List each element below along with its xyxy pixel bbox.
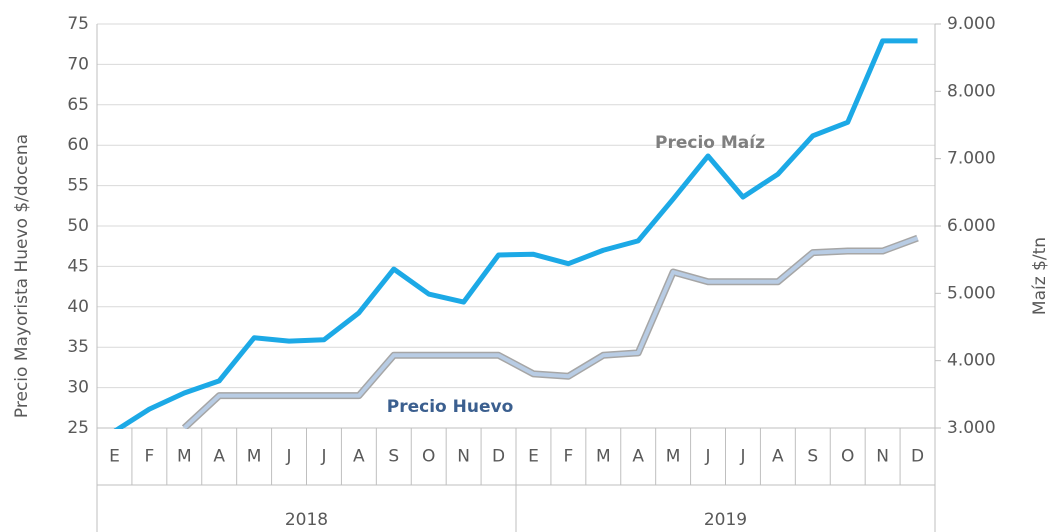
plot-area: [113, 38, 919, 429]
series-line: [182, 236, 919, 429]
y2-tick-label: 3.000: [947, 418, 996, 438]
group-label: 2019: [704, 510, 747, 530]
x-tick-label: A: [632, 447, 644, 467]
x-tick-label: F: [563, 447, 573, 467]
y-tick-label: 40: [67, 297, 89, 317]
x-tick-label: A: [353, 447, 365, 467]
x-tick-label: M: [247, 447, 262, 467]
x-tick-label: A: [213, 447, 225, 467]
x-tick-label: M: [596, 447, 611, 467]
y-tick-label: 70: [67, 54, 89, 74]
x-tick-label: N: [876, 447, 889, 467]
x-tick-label: S: [388, 447, 399, 467]
x-tick-label: D: [911, 447, 924, 467]
y-tick-label: 45: [67, 256, 89, 276]
annotation: Precio Maíz: [655, 133, 765, 153]
y2-axis-title: Maíz $/tn: [1030, 237, 1050, 315]
x-tick-label: A: [772, 447, 784, 467]
x-tick-label: M: [666, 447, 681, 467]
group-label: 2018: [285, 510, 328, 530]
y-tick-label: 35: [67, 337, 89, 357]
x-tick-label: S: [807, 447, 818, 467]
x-tick-label: F: [144, 447, 154, 467]
x-tick-label: E: [528, 447, 539, 467]
series-line: [113, 38, 918, 429]
y-tick-label: 60: [67, 135, 89, 155]
y-tick-label: 55: [67, 176, 89, 196]
y-tick-label: 75: [67, 14, 89, 34]
x-tick-label: D: [492, 447, 505, 467]
x-tick-label: J: [705, 447, 711, 467]
y2-tick-label: 8.000: [947, 81, 996, 101]
x-tick-label: M: [177, 447, 192, 467]
y2-tick-label: 7.000: [947, 149, 996, 169]
y2-tick-label: 9.000: [947, 14, 996, 34]
x-tick-label: O: [841, 447, 854, 467]
x-tick-label: N: [457, 447, 470, 467]
y-tick-label: 25: [67, 418, 89, 438]
x-tick-label: J: [739, 447, 745, 467]
y2-tick-label: 6.000: [947, 216, 996, 236]
y-axis-title: Precio Mayorista Huevo $/docena: [12, 134, 32, 418]
y-tick-label: 30: [67, 378, 89, 398]
y-tick-label: 65: [67, 95, 89, 115]
x-tick-label: O: [422, 447, 435, 467]
y-tick-label: 50: [67, 216, 89, 236]
x-tick-label: E: [109, 447, 120, 467]
x-tick-label: J: [320, 447, 326, 467]
y2-tick-label: 5.000: [947, 283, 996, 303]
x-tick-label: J: [286, 447, 292, 467]
annotation: Precio Huevo: [387, 397, 514, 417]
y2-tick-label: 4.000: [947, 351, 996, 371]
